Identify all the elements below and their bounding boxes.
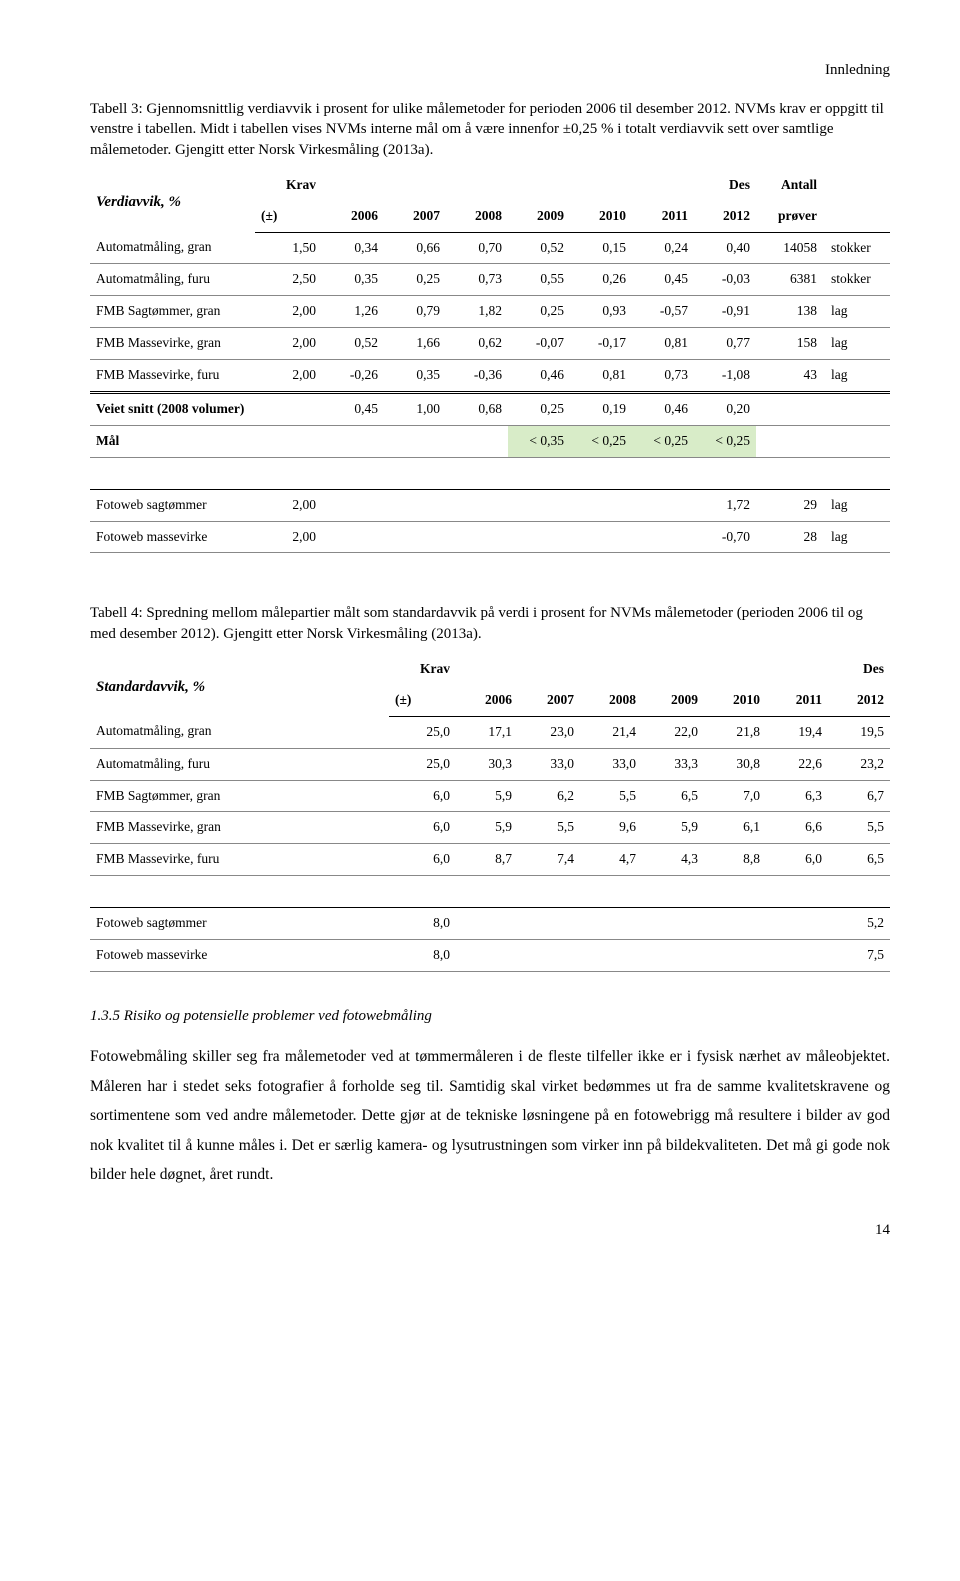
col-ant: Antall (756, 170, 823, 201)
page-number: 14 (90, 1220, 890, 1241)
col-2010: 2010 (570, 201, 632, 232)
table-verdiavvik: Verdiavvik, % Krav Des Antall (±) 2006 2… (90, 170, 890, 554)
table-row: FMB Sagtømmer, gran2,001,260,791,820,250… (90, 296, 890, 328)
col-2010: 2010 (704, 685, 766, 716)
table-standardavvik: Standardavvik, % Krav Des (±) 2006 2007 … (90, 654, 890, 972)
subsection-heading: 1.3.5 Risiko og potensielle problemer ve… (90, 1006, 890, 1027)
section-header: Innledning (90, 60, 890, 81)
table-row: Fotoweb massevirke2,00-0,7028lag (90, 521, 890, 553)
table4-title: Standardavvik, % (90, 654, 389, 716)
table-row: Fotoweb sagtømmer2,001,7229lag (90, 489, 890, 521)
col-2009: 2009 (642, 685, 704, 716)
col-krav: Krav (255, 170, 322, 201)
table3-title: Verdiavvik, % (90, 170, 255, 232)
table-row: FMB Sagtømmer, gran6,05,96,25,56,57,06,3… (90, 780, 890, 812)
table3-caption: Tabell 3: Gjennomsnittlig verdiavvik i p… (90, 99, 890, 160)
table-row-veiet: Veiet snitt (2008 volumer)0,451,000,680,… (90, 392, 890, 425)
table4-caption: Tabell 4: Spredning mellom målepartier m… (90, 603, 890, 644)
table-row-maal: Mål< 0,35< 0,25< 0,25< 0,25 (90, 425, 890, 457)
table-row: Automatmåling, gran1,500,340,660,700,520… (90, 232, 890, 264)
col-pm: (±) (255, 201, 322, 232)
col-2008: 2008 (446, 201, 508, 232)
col-2007: 2007 (518, 685, 580, 716)
body-paragraph: Fotowebmåling skiller seg fra målemetode… (90, 1042, 890, 1189)
col-2011: 2011 (766, 685, 828, 716)
col-des2012: 2012 (828, 685, 890, 716)
table-row: Automatmåling, furu25,030,333,033,033,33… (90, 748, 890, 780)
col-2009: 2009 (508, 201, 570, 232)
table-row: FMB Massevirke, furu2,00-0,260,35-0,360,… (90, 360, 890, 393)
col-2011: 2011 (632, 201, 694, 232)
table-row: Fotoweb sagtømmer8,05,2 (90, 908, 890, 940)
col-des: Des (828, 654, 890, 685)
table-row: Automatmåling, furu2,500,350,250,730,550… (90, 264, 890, 296)
col-2008: 2008 (580, 685, 642, 716)
col-2007: 2007 (384, 201, 446, 232)
col-2006: 2006 (456, 685, 518, 716)
col-des: Des (694, 170, 756, 201)
col-pm: (±) (389, 685, 456, 716)
table-row: Fotoweb massevirke8,07,5 (90, 939, 890, 971)
table-row: FMB Massevirke, furu6,08,77,44,74,38,86,… (90, 844, 890, 876)
col-des2012: 2012 (694, 201, 756, 232)
col-ant2: prøver (756, 201, 823, 232)
table-row: Automatmåling, gran25,017,123,021,422,02… (90, 716, 890, 748)
table-row: FMB Massevirke, gran2,000,521,660,62-0,0… (90, 328, 890, 360)
col-krav: Krav (389, 654, 456, 685)
col-2006: 2006 (322, 201, 384, 232)
table-row: FMB Massevirke, gran6,05,95,59,65,96,16,… (90, 812, 890, 844)
